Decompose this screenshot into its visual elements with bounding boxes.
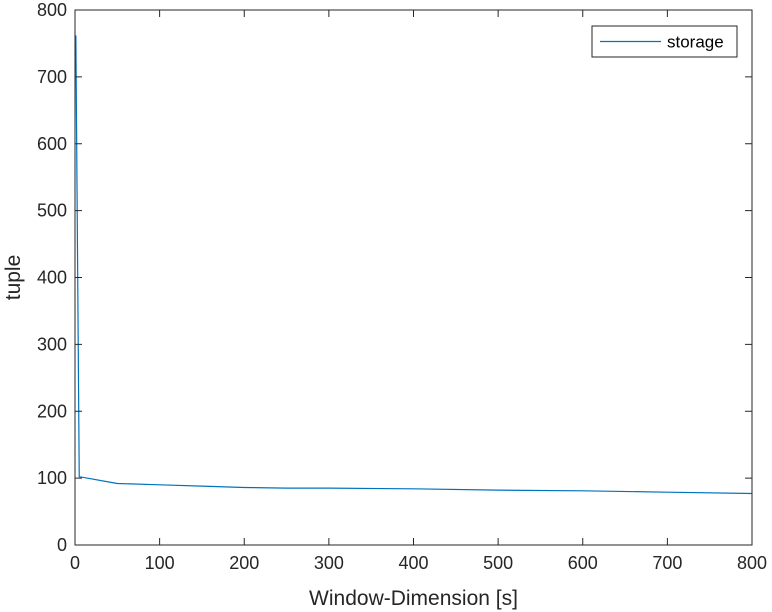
y-tick-label: 100 bbox=[37, 468, 67, 488]
y-tick-label: 500 bbox=[37, 201, 67, 221]
x-tick-label: 600 bbox=[568, 553, 598, 573]
x-tick-label: 800 bbox=[737, 553, 767, 573]
legend-label: storage bbox=[667, 33, 724, 52]
x-tick-label: 200 bbox=[229, 553, 259, 573]
y-tick-label: 200 bbox=[37, 401, 67, 421]
y-tick-label: 400 bbox=[37, 268, 67, 288]
y-axis-title: tuple bbox=[2, 255, 25, 301]
x-tick-label: 300 bbox=[314, 553, 344, 573]
x-tick-label: 400 bbox=[398, 553, 428, 573]
x-tick-label: 100 bbox=[145, 553, 175, 573]
y-tick-label: 0 bbox=[57, 535, 67, 555]
y-tick-label: 600 bbox=[37, 134, 67, 154]
plot-area bbox=[75, 35, 753, 495]
x-tick-label: 500 bbox=[483, 553, 513, 573]
legend: storage bbox=[591, 25, 738, 58]
series-line-0 bbox=[75, 35, 753, 495]
x-axis-title: Window-Dimension [s] bbox=[309, 587, 518, 610]
axes: 0 100 200 300 400 500 600 700 800 0 100 200 300 400 50… bbox=[37, 0, 767, 573]
x-tick-label: 0 bbox=[70, 553, 80, 573]
y-tick-label: 800 bbox=[37, 0, 67, 20]
x-tick-label: 700 bbox=[652, 553, 682, 573]
y-tick-label: 700 bbox=[37, 67, 67, 87]
y-tick-label: 300 bbox=[37, 334, 67, 354]
